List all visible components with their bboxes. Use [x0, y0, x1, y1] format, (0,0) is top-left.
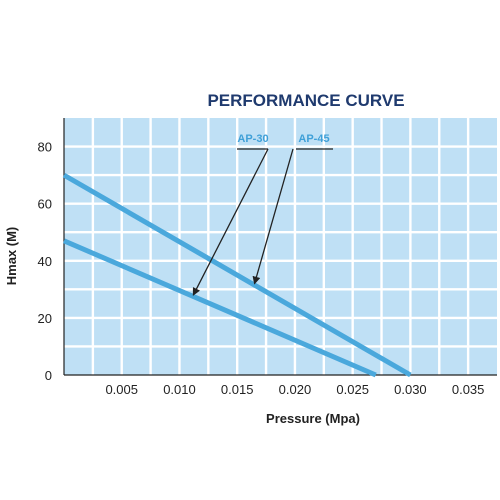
leader-arrow-ap-30	[192, 148, 269, 296]
y-tick-label: 80	[38, 140, 52, 155]
x-tick-label: 0.025	[336, 382, 369, 397]
x-tick-label: 0.005	[105, 382, 138, 397]
x-tick-label: 0.010	[163, 382, 196, 397]
x-axis-label: Pressure (Mpa)	[266, 411, 360, 426]
y-axis-label: Hmax (M)	[4, 227, 19, 286]
y-tick-label: 20	[38, 311, 52, 326]
y-tick-label: 0	[45, 368, 52, 383]
series-line-ap-30	[63, 238, 377, 378]
series-line-ap-45	[62, 172, 412, 378]
y-tick-label: 40	[38, 254, 52, 269]
x-tick-label: 0.020	[279, 382, 312, 397]
series-label-ap-45: AP-45	[298, 133, 329, 145]
chart-title: PERFORMANCE CURVE	[207, 91, 404, 110]
x-tick-label: 0.015	[221, 382, 254, 397]
series-label-ap-30: AP-30	[237, 133, 268, 145]
y-tick-label: 60	[38, 197, 52, 212]
leader-arrow-ap-45	[252, 148, 294, 285]
x-tick-label: 0.030	[394, 382, 427, 397]
x-tick-label: 0.035	[452, 382, 485, 397]
